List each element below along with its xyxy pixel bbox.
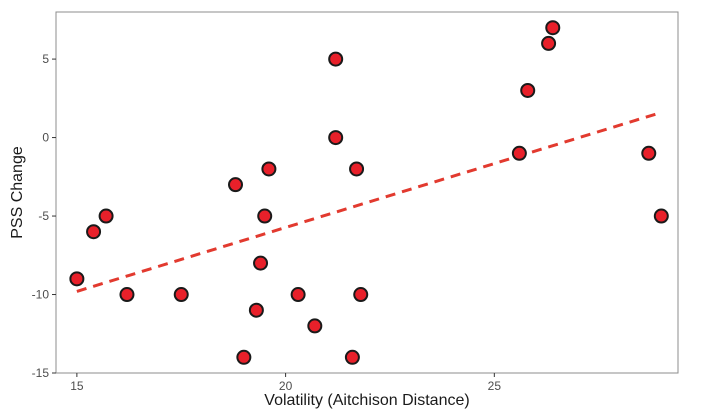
data-point <box>545 20 561 36</box>
data-point <box>653 208 669 224</box>
y-tick-label: 0 <box>42 131 49 145</box>
data-point <box>69 271 85 287</box>
data-point <box>261 161 277 177</box>
data-points <box>69 20 669 365</box>
data-point <box>541 35 557 51</box>
y-axis-title: PSS Change <box>9 146 26 239</box>
x-tick-label: 15 <box>70 379 84 393</box>
data-point <box>328 130 344 146</box>
trend-line <box>76 111 662 293</box>
data-point <box>228 177 244 193</box>
data-point <box>307 318 323 334</box>
data-point <box>641 145 657 161</box>
y-tick-label: -5 <box>38 209 49 223</box>
y-tick-label: 5 <box>42 52 49 66</box>
data-point <box>353 287 369 303</box>
data-point <box>253 255 269 271</box>
x-axis-ticks: 15 20 25 <box>70 373 501 393</box>
data-point <box>290 287 306 303</box>
y-axis-ticks: -15 -10 -5 0 5 <box>32 52 56 380</box>
data-point <box>248 302 264 318</box>
data-point <box>86 224 102 240</box>
y-tick-label: -15 <box>32 366 50 380</box>
data-point <box>98 208 114 224</box>
y-tick-label: -10 <box>32 288 50 302</box>
data-point <box>236 349 252 365</box>
data-point <box>511 145 527 161</box>
x-axis-title: Volatility (Aitchison Distance) <box>264 392 469 409</box>
x-tick-label: 20 <box>279 379 293 393</box>
data-point <box>119 287 135 303</box>
data-point <box>328 51 344 67</box>
data-point <box>520 82 536 98</box>
data-point <box>349 161 365 177</box>
data-point <box>257 208 273 224</box>
data-point <box>173 287 189 303</box>
x-tick-label: 25 <box>488 379 502 393</box>
data-point <box>344 349 360 365</box>
plot-frame <box>55 11 679 374</box>
